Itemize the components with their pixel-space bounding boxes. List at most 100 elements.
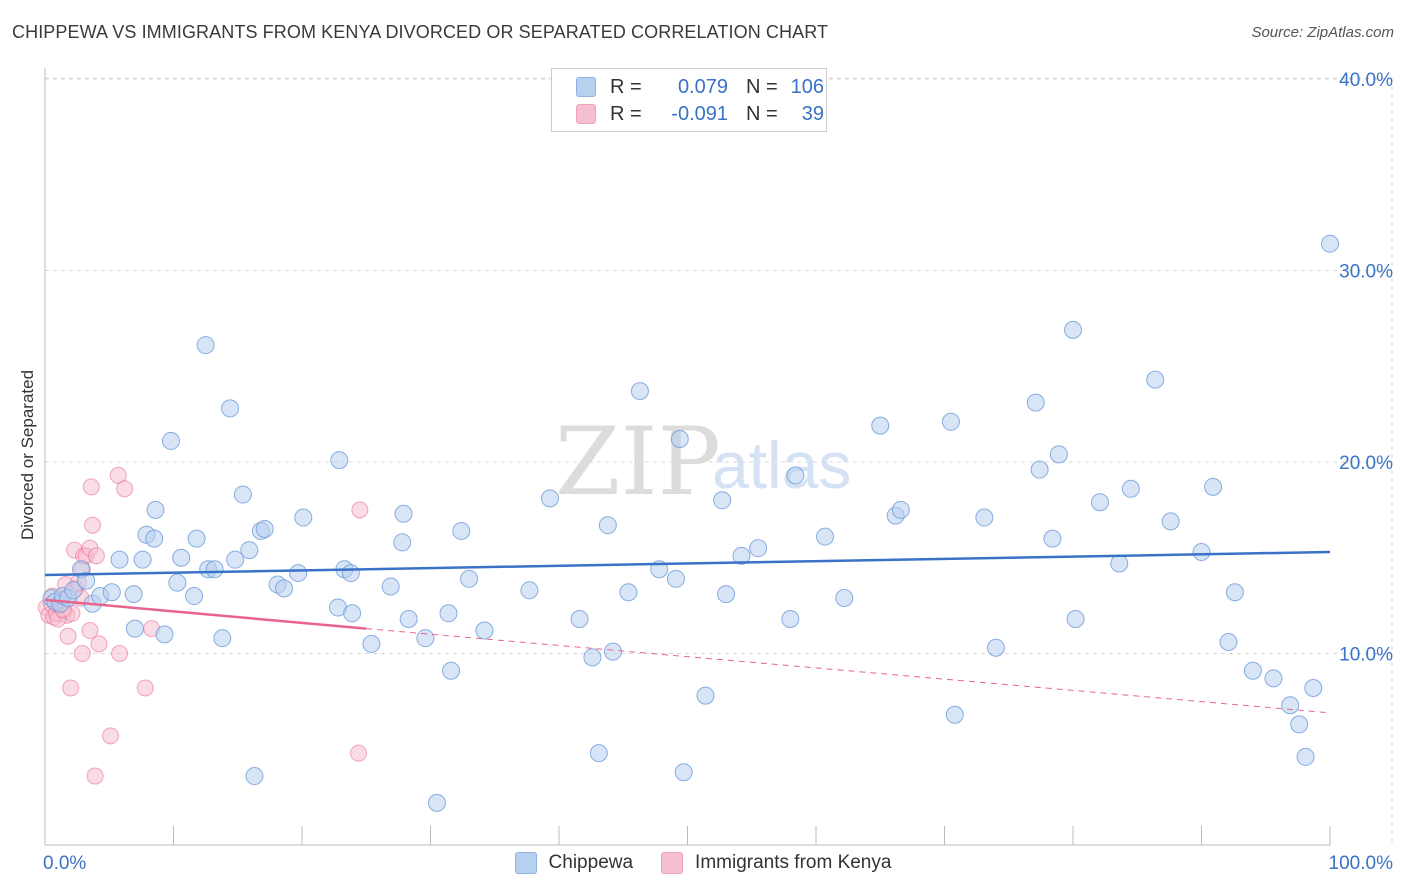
chippewa-trend-line	[44, 550, 1331, 577]
chippewa-point	[520, 581, 539, 600]
chippewa-point	[786, 466, 805, 485]
chippewa-point	[1281, 696, 1300, 715]
y-tick-label: 30.0%	[1339, 262, 1393, 283]
kenya-point	[86, 767, 104, 785]
chippewa-point	[619, 583, 638, 602]
chippewa-point	[1321, 234, 1339, 253]
chippewa-point	[717, 585, 736, 604]
trend-lines	[44, 550, 1331, 714]
chippewa-point	[1110, 554, 1129, 573]
kenya-trend-extension	[366, 628, 1331, 714]
chippewa-point	[598, 516, 617, 535]
chippewa-point	[124, 585, 143, 604]
chippewa-point	[102, 583, 121, 602]
chippewa-point	[945, 705, 964, 724]
n-label: N =	[746, 102, 778, 125]
chippewa-point	[399, 610, 418, 629]
chippewa-point	[161, 431, 180, 450]
chippewa-point	[630, 382, 649, 401]
tick-labels: 10.0% 20.0% 30.0% 40.0% 0.0% 100.0%	[43, 70, 1393, 874]
chippewa-point	[442, 661, 461, 680]
chippewa-point	[1146, 370, 1165, 389]
kenya-point	[59, 627, 77, 645]
kenya-points	[37, 466, 369, 785]
chippewa-point	[570, 610, 589, 629]
kenya-point	[87, 547, 105, 565]
chippewa-point	[393, 533, 412, 552]
kenya-swatch	[576, 104, 596, 124]
chippewa-point	[172, 548, 191, 567]
kenya-point	[84, 516, 102, 534]
chippewa-points	[42, 234, 1339, 812]
chippewa-point	[343, 604, 362, 623]
chippewa-point	[871, 416, 890, 435]
chippewa-point	[781, 610, 800, 629]
chippewa-point	[815, 527, 834, 546]
chippewa-point	[146, 500, 165, 519]
n-value-kenya: 39	[801, 102, 824, 125]
kenya-point	[62, 679, 80, 697]
chippewa-point	[583, 648, 602, 667]
watermark-atlas: atlas	[712, 428, 851, 502]
chippewa-point	[1296, 747, 1315, 766]
chippewa-point	[1225, 583, 1244, 602]
chippewa-point	[666, 569, 685, 588]
chippewa-point	[233, 485, 252, 504]
n-value-chippewa: 106	[790, 75, 824, 98]
watermark: ZIP atlas	[555, 408, 851, 517]
chippewa-point	[394, 504, 413, 523]
chippewa-point	[1264, 669, 1283, 688]
kenya-point	[116, 480, 134, 498]
chippewa-point	[1219, 633, 1238, 652]
chippewa-point	[416, 629, 435, 648]
chippewa-point	[975, 508, 994, 527]
legend-item-kenya: Immigrants from Kenya	[661, 852, 891, 874]
chart-title: CHIPPEWA VS IMMIGRANTS FROM KENYA DIVORC…	[12, 22, 829, 42]
kenya-point	[81, 622, 99, 640]
correlation-legend: R = 0.079 N = 106 R = -0.091 N = 39	[551, 68, 827, 132]
chippewa-point	[125, 619, 144, 638]
chippewa-point	[541, 489, 560, 508]
watermark-zip: ZIP	[555, 408, 721, 517]
chippewa-point	[1026, 393, 1045, 412]
chippewa-point	[185, 587, 204, 606]
chippewa-point	[155, 625, 174, 644]
chippewa-point	[1090, 493, 1109, 512]
kenya-point	[111, 645, 129, 662]
chippewa-point	[475, 621, 494, 640]
chippewa-point	[696, 686, 715, 705]
chippewa-point	[168, 573, 187, 592]
chippewa-point	[196, 336, 215, 355]
chippewa-point	[427, 793, 446, 812]
chippewa-point	[1030, 460, 1049, 479]
source-attribution: Source: ZipAtlas.com	[1251, 24, 1394, 41]
chippewa-point	[835, 588, 854, 607]
legend-row-chippewa: R = 0.079 N = 106	[576, 75, 824, 99]
chippewa-point	[289, 564, 308, 583]
chippewa-point	[1161, 512, 1180, 531]
y-tick-label: 40.0%	[1339, 70, 1393, 91]
chippewa-point	[213, 629, 232, 648]
chippewa-point	[110, 550, 129, 569]
legend-label-kenya: Immigrants from Kenya	[695, 852, 892, 873]
kenya-point	[350, 744, 368, 762]
chippewa-point	[452, 521, 471, 540]
n-label: N =	[746, 75, 778, 98]
chippewa-point	[330, 451, 349, 470]
x-tick-label: 100.0%	[1329, 853, 1394, 874]
chippewa-point	[205, 560, 224, 579]
r-label: R =	[610, 102, 642, 125]
kenya-point	[351, 501, 369, 519]
r-value-chippewa: 0.079	[677, 75, 728, 98]
kenya-point	[73, 645, 91, 662]
chippewa-point	[749, 539, 768, 558]
chippewa-point	[294, 508, 313, 527]
chippewa-point	[64, 581, 83, 600]
chippewa-point	[674, 763, 693, 782]
chippewa-point	[1121, 479, 1140, 498]
kenya-trend-line	[44, 598, 367, 630]
chippewa-point	[133, 550, 152, 569]
chippewa-point	[1049, 445, 1068, 464]
chippewa-point	[221, 399, 240, 418]
chippewa-point	[460, 569, 479, 588]
